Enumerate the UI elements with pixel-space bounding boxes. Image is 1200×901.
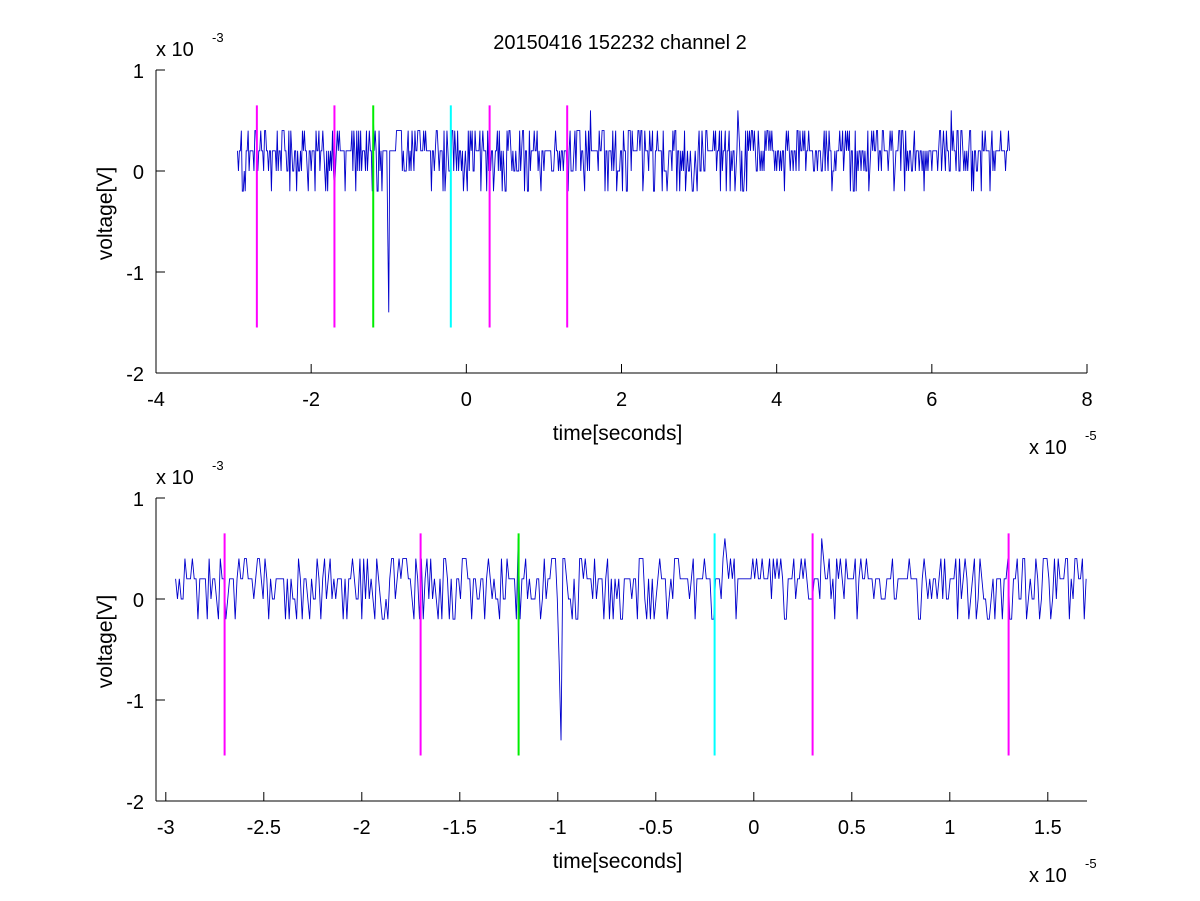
- y-axis-label: voltage[V]: [94, 167, 117, 260]
- x-tick-label: -2: [302, 389, 320, 411]
- y-exponent-power: -3: [212, 458, 224, 473]
- x-tick-label: 8: [1081, 389, 1092, 411]
- x-tick-label: -2: [353, 817, 371, 839]
- x-tick-label: 0: [461, 389, 472, 411]
- signal-trace: [237, 110, 1010, 313]
- y-tick-label: 0: [133, 162, 144, 184]
- x-exponent-label: x 10: [1029, 865, 1067, 887]
- y-exponent: x 10 -3: [156, 458, 224, 489]
- x-tick-label: -3: [157, 817, 175, 839]
- y-exponent-label: x 10: [156, 39, 194, 61]
- y-tick-label: 0: [133, 590, 144, 612]
- x-tick-label: 2: [616, 389, 627, 411]
- x-exponent: x 10 -5: [1029, 856, 1097, 887]
- y-tick-label: -2: [126, 364, 144, 386]
- x-tick-label: 0: [748, 817, 759, 839]
- x-axis-label: time[seconds]: [553, 850, 683, 873]
- y-axis-label: voltage[V]: [94, 595, 117, 688]
- y-tick-label: -1: [126, 691, 144, 713]
- y-exponent-label: x 10: [156, 467, 194, 489]
- figure-title: 20150416 152232 channel 2: [493, 32, 747, 54]
- x-tick-label: 4: [771, 389, 782, 411]
- x-exponent-label: x 10: [1029, 437, 1067, 459]
- x-exponent: x 10 -5: [1029, 428, 1097, 459]
- x-tick-label: -1: [549, 817, 567, 839]
- x-tick-label: 6: [926, 389, 937, 411]
- y-tick-label: 1: [133, 489, 144, 511]
- x-tick-label: -0.5: [639, 817, 673, 839]
- x-exponent-power: -5: [1085, 428, 1097, 443]
- x-tick-label: 1: [944, 817, 955, 839]
- x-tick-label: -2.5: [247, 817, 281, 839]
- x-tick-label: -1.5: [443, 817, 477, 839]
- x-tick-label: 0.5: [838, 817, 866, 839]
- x-tick-label: 1.5: [1034, 817, 1062, 839]
- y-exponent-power: -3: [212, 30, 224, 45]
- x-axis-label: time[seconds]: [553, 422, 683, 445]
- y-exponent: x 10 -3: [156, 30, 224, 61]
- x-tick-label: -4: [147, 389, 165, 411]
- x-exponent-power: -5: [1085, 856, 1097, 871]
- signal-trace: [175, 538, 1087, 741]
- y-tick-label: -2: [126, 792, 144, 814]
- y-tick-label: 1: [133, 61, 144, 83]
- y-tick-label: -1: [126, 263, 144, 285]
